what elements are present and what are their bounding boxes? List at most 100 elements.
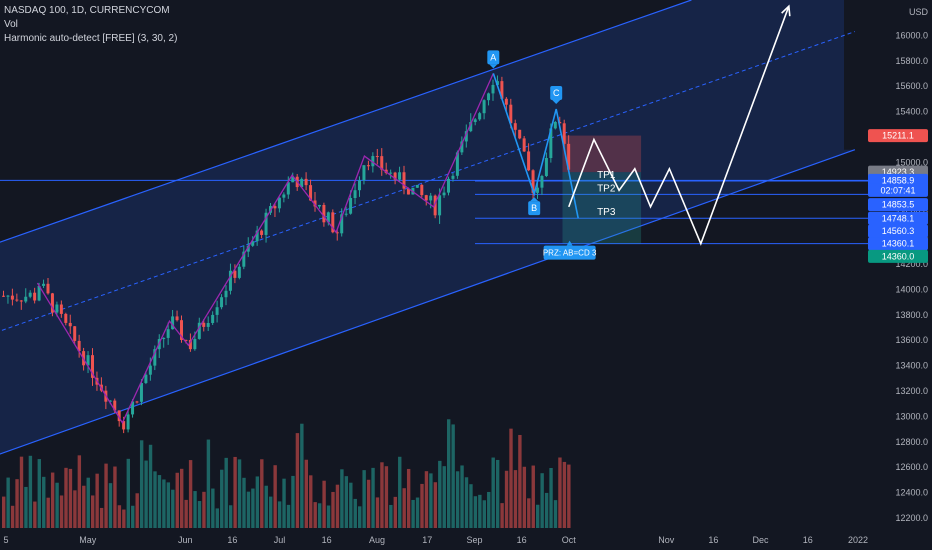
- abcd-pattern-line: [492, 73, 579, 219]
- volume-bar: [73, 490, 77, 528]
- prz-badge-pointer: [566, 240, 573, 246]
- channel-middle-line: [0, 31, 856, 332]
- volume-bar: [442, 466, 446, 528]
- candle-body: [255, 230, 259, 242]
- volume-bar: [309, 475, 313, 528]
- pattern-point-label: C: [553, 88, 560, 98]
- volume-bar: [469, 484, 473, 528]
- candle-body: [246, 245, 250, 252]
- indicator-legend[interactable]: Harmonic auto-detect [FREE] (3, 30, 2): [4, 33, 178, 44]
- currency-label: USD: [909, 7, 929, 17]
- volume-bar: [331, 491, 335, 528]
- price-tag: [868, 249, 928, 263]
- volume-bar: [482, 500, 486, 528]
- y-tick-label: 15400.0: [895, 107, 928, 117]
- volume-bar: [175, 472, 179, 528]
- volume-bar: [180, 468, 184, 528]
- candle-body: [340, 214, 344, 234]
- volume-legend[interactable]: Vol: [4, 19, 18, 30]
- candle-body: [495, 81, 499, 85]
- candle-body: [527, 151, 531, 171]
- candle-body: [286, 182, 290, 195]
- candle-body: [19, 300, 23, 302]
- candle-body: [567, 143, 571, 170]
- volume-bar: [113, 466, 117, 528]
- y-tick-label: 12400.0: [895, 488, 928, 498]
- symbol-title[interactable]: NASDAQ 100, 1D, CURRENCYCOM: [4, 5, 170, 16]
- volume-bar: [406, 468, 411, 528]
- volume-bar: [549, 468, 553, 528]
- candle-body: [233, 270, 237, 278]
- projection-path: [568, 5, 790, 246]
- candle-body: [139, 383, 143, 402]
- volume-bar: [447, 419, 451, 528]
- price-projection: [568, 4, 791, 246]
- candle-body: [251, 241, 255, 246]
- candle-body: [424, 195, 428, 201]
- candle-body: [73, 326, 77, 341]
- candle-body: [197, 322, 201, 339]
- candle-body: [113, 400, 117, 411]
- volume-bar: [197, 501, 202, 528]
- candle-body: [180, 320, 183, 340]
- candle-body: [326, 212, 330, 223]
- price-tag-label: 02:07:41: [880, 185, 915, 195]
- candle-body: [273, 206, 277, 209]
- volume-bar: [148, 444, 153, 528]
- candle-body: [358, 180, 361, 191]
- target-label: TP3: [597, 207, 616, 218]
- volume-bar: [202, 491, 206, 528]
- x-tick-label: Jul: [274, 535, 286, 545]
- volume-bar: [33, 501, 37, 528]
- pattern-point-marker: [528, 201, 541, 216]
- candle-body: [362, 165, 366, 181]
- volume-bar: [131, 505, 135, 528]
- x-tick-label: Dec: [753, 535, 770, 545]
- x-tick-label: 16: [227, 535, 237, 545]
- candle-body: [91, 355, 94, 378]
- candle-body: [438, 195, 442, 216]
- volume-bar: [344, 476, 349, 528]
- volume-bar: [211, 488, 215, 528]
- volume-bar: [273, 465, 277, 528]
- x-tick-label: May: [79, 535, 97, 545]
- volume-bar: [558, 457, 562, 528]
- volume-bar: [99, 507, 104, 528]
- candle-body: [162, 337, 166, 340]
- price-tag: [868, 211, 928, 225]
- time-axis[interactable]: 5 May Jun 16 Jul 16 Aug 17 Sep 16 Oct Nov 16 Dec 16 202…: [0, 532, 932, 550]
- volume-bar: [215, 508, 219, 528]
- candle-body: [153, 349, 157, 366]
- price-tag-label: 14923.3: [882, 167, 915, 177]
- candle-body: [206, 322, 210, 327]
- channel-upper-line: [0, 0, 692, 243]
- volume-bar: [86, 477, 90, 528]
- volume-bar: [473, 496, 478, 528]
- volume-bar: [438, 460, 442, 528]
- volume-bar: [50, 472, 55, 528]
- volume-bar: [206, 439, 211, 528]
- harmonic-pattern: [36, 73, 579, 425]
- candle-body: [126, 414, 130, 430]
- volume-bar: [260, 459, 264, 528]
- candle-body: [540, 175, 544, 188]
- volume-bar: [402, 488, 406, 528]
- volume-bars: [2, 419, 571, 528]
- y-tick-label: 14000.0: [895, 284, 928, 294]
- y-tick-label: 13400.0: [895, 361, 928, 371]
- volume-bar: [380, 462, 384, 528]
- volume-bar: [513, 470, 518, 528]
- y-tick-label: 12600.0: [895, 462, 928, 472]
- price-axis[interactable]: 12200.0 12400.0 12600.0 12800.0 13000.0 13200…: [888, 0, 932, 532]
- volume-bar: [389, 504, 393, 528]
- volume-bar: [375, 497, 380, 528]
- candle-body: [455, 152, 459, 176]
- volume-bar: [28, 455, 33, 528]
- candle-body: [86, 355, 90, 366]
- candle-body: [46, 283, 50, 294]
- volume-bar: [536, 504, 540, 528]
- volume-bar: [562, 461, 567, 528]
- candle-body: [122, 421, 126, 430]
- volume-bar: [553, 500, 558, 528]
